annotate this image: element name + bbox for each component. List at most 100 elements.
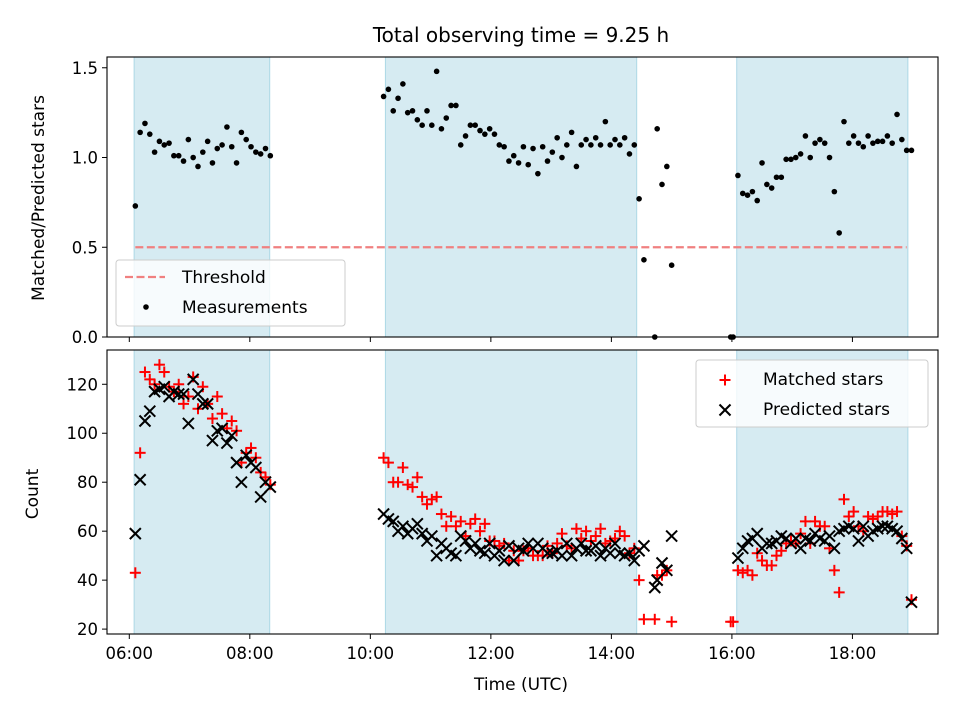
counts-axes: 20 40 60 80 100 120 06:00 08:00 10:00 12:00 14:00 1… [67,349,939,663]
predicted-star-point [794,542,807,555]
measurement-point [573,163,580,170]
measurement-point [501,143,507,150]
measurement-point [884,133,891,139]
matched-star-point [649,613,661,625]
matched-star-point [226,415,238,427]
measurement-point [530,145,536,152]
measurement-point [390,108,397,114]
predicted-star-point [579,544,593,557]
counts-xtick-label: 12:00 [467,644,515,663]
matched-star-point [134,447,146,459]
predicted-star-point [594,549,607,562]
measurement-point [195,163,201,170]
measurement-point [453,102,459,109]
measurement-point [874,138,881,145]
measurement-point [821,140,828,146]
predicted-star-point [254,490,267,504]
x-axis-label: Time (UTC) [473,675,568,695]
ratio-observing-windows [133,56,909,338]
measurement-point [400,81,406,87]
measurement-point [879,138,886,145]
measurement-point [549,149,556,155]
measurement-point [778,174,785,181]
chart-title: Total observing time = 9.25 h [372,23,669,47]
measurement-point [568,129,575,136]
measurement-point [457,142,464,148]
measurement-point [659,181,665,188]
predicted-star-point [517,544,530,557]
ratio-panel: Total observing time = 9.25 h Matched/Pr… [29,23,939,347]
measurement-point [812,140,818,146]
ratio-ytick-label: 1.0 [72,149,98,168]
measurement-point [171,152,177,159]
measurement-point [228,143,235,150]
measurement-point [664,163,670,170]
measurement-point [209,160,216,166]
measurement-point [759,160,765,166]
counts-xtick-label: 18:00 [829,644,877,663]
predicted-star-point [828,542,841,555]
predicted-star-point [565,549,578,562]
measurement-point [870,140,876,146]
measurement-point [592,134,599,141]
measurement-point [248,143,254,150]
measurement-point [668,262,675,269]
predicted-star-point [483,537,496,550]
measurement-point [267,152,274,159]
matched-star-point [211,391,223,403]
measurement-point [826,154,833,161]
matched-star-point [479,518,491,530]
measurement-point [385,86,392,93]
predicted-star-point [575,537,588,550]
measurement-point [214,145,221,152]
measurement-point [506,158,512,164]
measurement-point [607,142,613,148]
measurement-point [802,133,809,139]
predicted-star-point [196,397,210,411]
predicted-star-point [411,517,424,531]
measurement-point [768,185,775,191]
measurements-legend-label: Measurements [182,298,308,318]
measurement-point [563,142,570,148]
matched-star-point [469,513,481,525]
measurement-point [185,136,192,143]
measurement-point [797,151,804,157]
predicted-star-point [201,397,214,411]
ratio-ytick-label: 0.0 [72,328,98,347]
matched-star-point [891,506,903,518]
measurement-point [486,125,493,132]
predicted-star-point [387,515,400,528]
measurement-point [433,68,440,75]
measurement-point [491,131,498,137]
matched-star-point [216,408,228,420]
predicted-star-point [637,539,651,553]
predicted-star-point [660,564,674,577]
matched-legend-label: Matched stars [763,370,883,390]
matched-star-point [455,515,467,527]
predicted-star-point [857,520,870,533]
predicted-star-point [186,373,200,386]
measurement-point [477,127,483,134]
measurement-point [438,125,445,132]
measurement-point [520,143,527,150]
matched-star-point [411,471,423,483]
measurement-point [617,142,623,148]
matched-star-point [838,493,850,505]
predicted-star-point [468,537,482,550]
matched-star-point [633,574,645,586]
predicted-star-point [493,544,506,557]
predicted-star-point [876,520,889,533]
measurement-point [636,195,642,202]
ratio-axes: 0.0 0.5 1.0 1.5 [72,56,939,347]
measurement-point [414,117,421,123]
measurement-point [467,122,474,129]
counts-observing-window-2 [384,349,638,635]
predicted-star-point [138,414,152,428]
measurement-point [773,174,780,181]
measurement-point [429,122,435,129]
measurement-point [754,197,761,204]
predicted-star-point [555,549,569,562]
predicted-star-point [415,527,429,540]
measurement-point [597,142,604,148]
measurement-point [602,118,609,125]
